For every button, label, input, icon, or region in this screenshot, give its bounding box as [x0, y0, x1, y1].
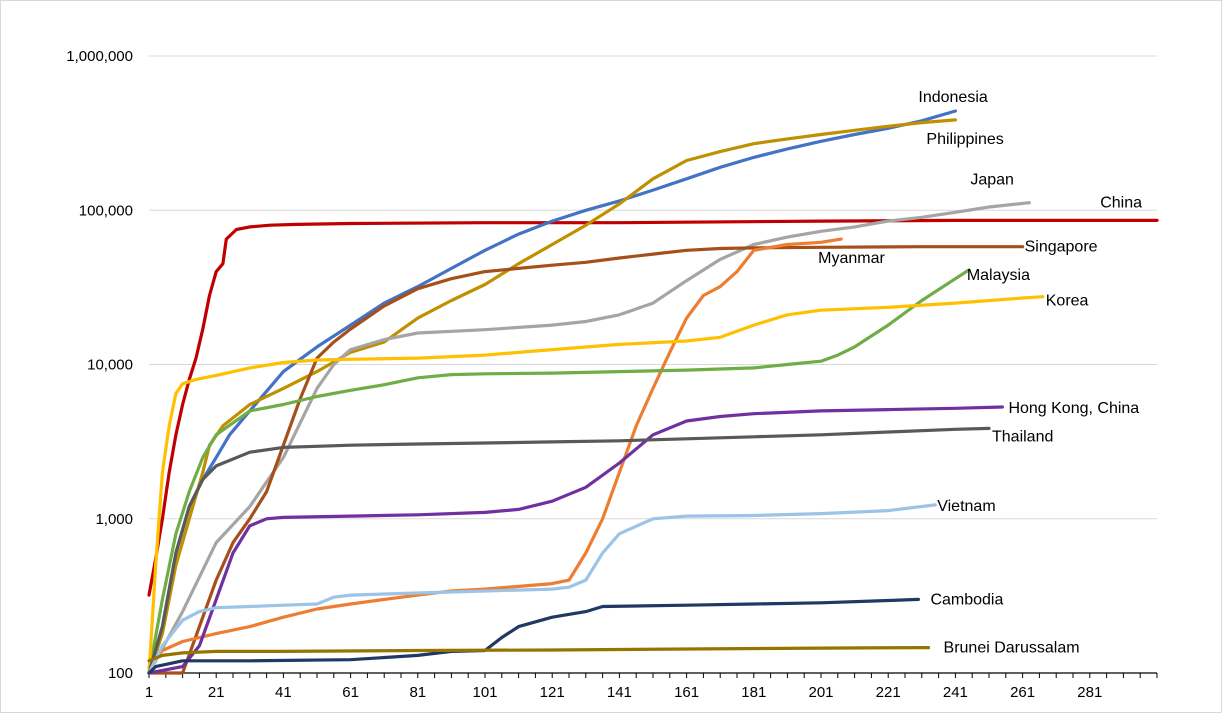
series-label-china: China [1100, 194, 1142, 211]
series-label-cambodia: Cambodia [930, 591, 1003, 608]
x-tick-label: 201 [808, 684, 833, 701]
series-label-hong-kong-china: Hong Kong, China [1008, 400, 1139, 417]
series-label-thailand: Thailand [992, 428, 1053, 445]
x-tick-label: 81 [409, 684, 426, 701]
series-line-japan [147, 201, 1031, 675]
x-tick-label: 161 [674, 684, 699, 701]
y-tick-label: 10,000 [87, 357, 133, 374]
series-line-singapore [147, 245, 1025, 675]
series-label-brunei-darussalam: Brunei Darussalam [944, 640, 1080, 657]
y-tick-label: 1,000 [95, 511, 133, 528]
x-tick-label: 21 [208, 684, 225, 701]
x-tick-label: 1 [145, 684, 153, 701]
series-line-vietnam [147, 503, 937, 675]
x-tick-label: 41 [275, 684, 292, 701]
y-tick-labels: 100 1,000 10,000 100,000 1,000,000 [66, 48, 133, 682]
x-tick-labels: 1 21 41 61 81 101 121 141 161 181 201 221 241 261 281 [145, 684, 1102, 701]
gridlines [149, 55, 1157, 520]
series-line-china [147, 218, 1159, 597]
x-tick-label: 181 [741, 684, 766, 701]
series-line-hong-kong-china [147, 405, 1005, 675]
x-tick-label: 281 [1077, 684, 1102, 701]
x-tick-label: 261 [1010, 684, 1035, 701]
x-tick-label: 241 [943, 684, 968, 701]
series-line-malaysia [147, 268, 971, 675]
x-tick-label: 121 [540, 684, 565, 701]
y-tick-label: 100 [108, 665, 133, 682]
y-tick-label: 1,000,000 [66, 48, 133, 65]
series-line-thailand [147, 426, 991, 675]
series-line-cambodia [147, 597, 921, 675]
series-label-indonesia: Indonesia [918, 89, 987, 106]
series-line-brunei-darussalam [147, 645, 931, 663]
y-tick-label: 100,000 [79, 202, 133, 219]
series-line-myanmar [147, 237, 843, 669]
series-label-philippines: Philippines [926, 131, 1003, 148]
x-tick-label: 61 [342, 684, 359, 701]
x-tick-label: 221 [876, 684, 901, 701]
series-label-malaysia: Malaysia [967, 267, 1030, 284]
series-label-myanmar: Myanmar [818, 250, 885, 267]
x-tick-label: 141 [607, 684, 632, 701]
series-line-indonesia [147, 109, 958, 675]
series-label-vietnam: Vietnam [937, 498, 995, 515]
x-tick-label: 101 [472, 684, 497, 701]
series-label-korea: Korea [1046, 293, 1089, 310]
series-label-japan: Japan [970, 172, 1014, 189]
series-label-singapore: Singapore [1025, 239, 1098, 256]
series-labels: Indonesia Philippines Japan China Singapore M… [818, 89, 1142, 657]
series-line-korea [147, 295, 1045, 675]
series-lines [147, 109, 1159, 675]
x-axis [148, 672, 1158, 678]
